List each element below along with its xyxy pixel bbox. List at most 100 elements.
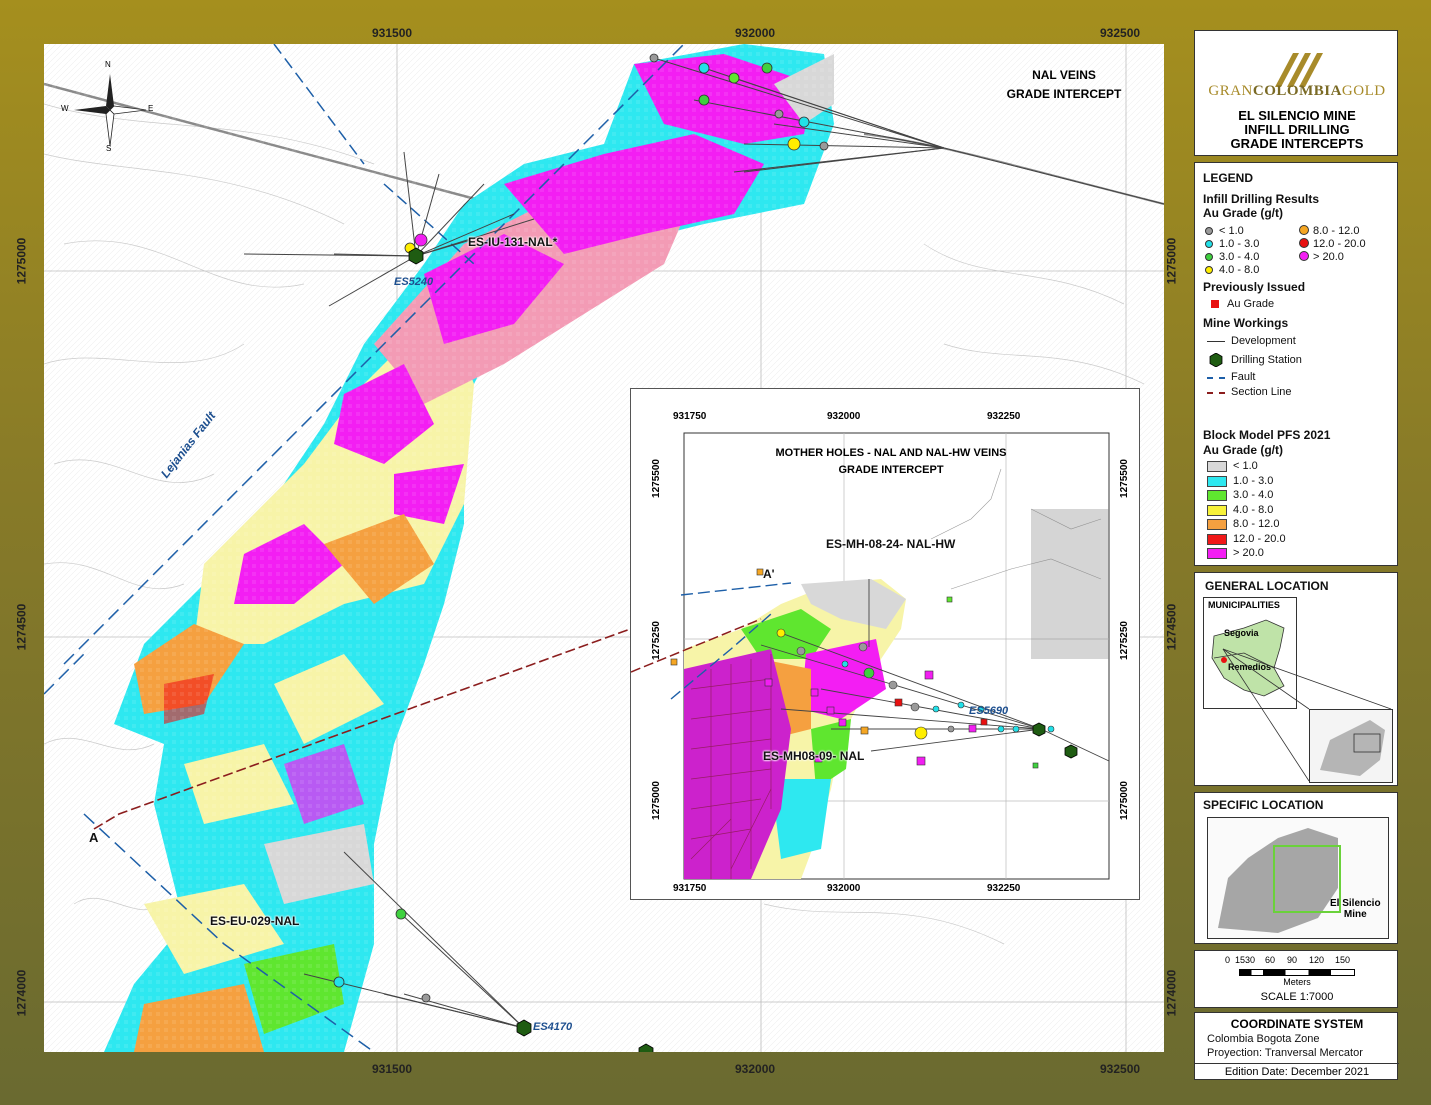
infill-grade-1-icon bbox=[1205, 227, 1213, 235]
scale-tick-120: 120 bbox=[1309, 955, 1325, 965]
block-grade-5-swatch bbox=[1207, 519, 1227, 530]
logo-gran: GRAN bbox=[1208, 83, 1253, 99]
scale-bar bbox=[1239, 969, 1355, 976]
x-tick-top-3: 932500 bbox=[1100, 26, 1141, 40]
scale-tick-60: 60 bbox=[1265, 955, 1276, 965]
locator-lines bbox=[1222, 648, 1392, 782]
block-grade-2-label: 1.0 - 3.0 bbox=[1233, 474, 1274, 487]
hole-label-es-eu-029[interactable]: ES-EU-029-NAL bbox=[210, 914, 300, 928]
y-tick-left-1: 1275000 bbox=[14, 237, 29, 285]
specific-location-panel: SPECIFIC LOCATION El Silencio Mine bbox=[1194, 792, 1398, 944]
infill-grade-2-label: 1.0 - 3.0 bbox=[1219, 238, 1260, 250]
legend-infill-title: Infill Drilling Results bbox=[1203, 192, 1320, 206]
drilling-stations bbox=[408, 247, 654, 1052]
inset-map[interactable]: 931750 932000 932250 931750 932000 93225… bbox=[630, 388, 1140, 900]
el-silencio-line2: Mine bbox=[1343, 909, 1367, 920]
development-line-icon bbox=[1207, 341, 1225, 342]
fault-line-icon bbox=[1207, 377, 1225, 379]
compass-n: N bbox=[105, 60, 111, 69]
inset-y-tick-right-2: 1275250 bbox=[1118, 621, 1130, 660]
specific-location-title: SPECIFIC LOCATION bbox=[1203, 798, 1324, 812]
logo-colombia: COLOMBIA bbox=[1252, 83, 1342, 99]
el-silencio-label: El Silencio Mine bbox=[1330, 898, 1381, 920]
legend-block-sub: Au Grade (g/t) bbox=[1203, 443, 1283, 457]
inset-y-tick-2: 1275250 bbox=[650, 621, 662, 660]
compass-icon bbox=[74, 74, 147, 147]
y-tick-right-3: 1274000 bbox=[1164, 969, 1179, 1017]
station-label-es4170[interactable]: ES4170 bbox=[533, 1021, 573, 1033]
inset-y-tick-right-3: 1275000 bbox=[1118, 781, 1130, 820]
infill-grade-7-icon bbox=[1299, 251, 1309, 261]
inset-section-a-prime: A' bbox=[763, 567, 775, 581]
inset-x-tick-top-3: 932250 bbox=[987, 411, 1021, 422]
report-title-line3: GRADE INTERCEPTS bbox=[1230, 136, 1364, 151]
map-title: NAL VEINS GRADE INTERCEPT bbox=[1004, 66, 1124, 104]
hole-label-es-iu-131[interactable]: ES-IU-131-NAL* bbox=[468, 235, 558, 249]
block-grade-7-label: > 20.0 bbox=[1233, 547, 1264, 559]
legend-mine-title: Mine Workings bbox=[1203, 316, 1289, 330]
x-tick-top-2: 932000 bbox=[735, 26, 776, 40]
scale-tick-0: 0 bbox=[1225, 955, 1231, 965]
legend-panel: LEGEND Infill Drilling Results Au Grade … bbox=[1194, 162, 1398, 566]
compass-s: S bbox=[106, 144, 112, 153]
infill-grade-1-label: < 1.0 bbox=[1219, 225, 1244, 237]
legend-prev-item: Au Grade bbox=[1227, 298, 1275, 310]
inset-x-tick-top-2: 932000 bbox=[827, 411, 861, 422]
logo-gold: GOLD bbox=[1341, 83, 1386, 99]
infill-grade-7-label: > 20.0 bbox=[1313, 251, 1344, 263]
inset-station-label[interactable]: ES5690 bbox=[969, 705, 1009, 717]
coordinate-system-line2: Proyection: Tranversal Mercator bbox=[1207, 1047, 1363, 1059]
y-tick-right-2: 1274500 bbox=[1164, 603, 1179, 651]
block-grade-1-label: < 1.0 bbox=[1233, 460, 1258, 472]
infill-grade-3-label: 3.0 - 4.0 bbox=[1219, 251, 1260, 263]
block-grade-3-swatch bbox=[1207, 490, 1227, 501]
drill-intercepts bbox=[333, 53, 829, 1003]
inset-x-tick-bottom-3: 932250 bbox=[987, 883, 1021, 894]
legend-fault: Fault bbox=[1231, 371, 1256, 383]
prev-au-grade-icon bbox=[1211, 300, 1219, 308]
report-title-line1: EL SILENCIO MINE bbox=[1238, 108, 1356, 123]
scale-tick-90: 90 bbox=[1287, 955, 1298, 965]
scale-label: SCALE 1:7000 bbox=[1260, 991, 1334, 1003]
inset-y-tick-right-1: 1275500 bbox=[1118, 459, 1130, 498]
x-tick-bottom-1: 931500 bbox=[372, 1062, 413, 1076]
y-tick-left-2: 1274500 bbox=[14, 603, 29, 651]
x-tick-bottom-3: 932500 bbox=[1100, 1062, 1141, 1076]
scale-unit: Meters bbox=[1283, 977, 1311, 987]
section-label-a: A bbox=[89, 830, 99, 845]
block-grade-3-label: 3.0 - 4.0 bbox=[1233, 489, 1274, 501]
infill-grade-6-label: 12.0 - 20.0 bbox=[1313, 238, 1366, 250]
detail-topo bbox=[1320, 720, 1385, 776]
main-map[interactable]: N E S W NAL VEINS GRADE INTERCEPT ES-IU-… bbox=[44, 44, 1164, 1052]
specific-location-topo bbox=[1218, 828, 1341, 933]
block-grade-1-swatch bbox=[1207, 461, 1227, 472]
block-grade-6-swatch bbox=[1207, 533, 1227, 545]
legend-prev-title: Previously Issued bbox=[1203, 280, 1306, 294]
legend-block-title: Block Model PFS 2021 bbox=[1203, 428, 1331, 442]
inset-hole-label-2[interactable]: ES-MH08-09- NAL bbox=[763, 749, 865, 763]
coordinate-system-title: COORDINATE SYSTEM bbox=[1230, 1017, 1364, 1031]
section-line-icon bbox=[1207, 392, 1225, 394]
legend-title: LEGEND bbox=[1203, 171, 1254, 185]
general-location-title: GENERAL LOCATION bbox=[1205, 579, 1329, 593]
compass-e: E bbox=[148, 104, 154, 113]
inset-map-canvas bbox=[630, 432, 1110, 880]
fault-line bbox=[83, 813, 375, 1052]
fault-line bbox=[63, 44, 685, 665]
municipalities-title: MUNICIPALITIES bbox=[1208, 600, 1280, 610]
legend-drilling-station: Drilling Station bbox=[1231, 354, 1302, 366]
scale-tick-15: 15 bbox=[1235, 955, 1246, 965]
inset-title-line2: GRADE INTERCEPT bbox=[838, 464, 944, 476]
coordinate-system-panel: COORDINATE SYSTEM Colombia Bogota Zone P… bbox=[1194, 1012, 1399, 1080]
station-label-es5240[interactable]: ES5240 bbox=[394, 276, 434, 288]
scale-tick-30: 30 bbox=[1245, 955, 1256, 965]
infill-grade-6-icon bbox=[1299, 238, 1309, 248]
infill-grade-5-label: 8.0 - 12.0 bbox=[1313, 225, 1360, 237]
remedios-label: Remedios bbox=[1228, 662, 1272, 672]
scale-ticks: 0 15 30 60 90 120 150 bbox=[1225, 955, 1375, 967]
block-grade-5-label: 8.0 - 12.0 bbox=[1233, 518, 1280, 530]
inset-hole-label-1[interactable]: ES-MH-08-24- NAL-HW bbox=[826, 537, 956, 551]
drilling-station-icon bbox=[1209, 353, 1223, 367]
specific-location-map[interactable]: El Silencio Mine bbox=[1207, 817, 1389, 939]
drill-traces-ne bbox=[653, 57, 1164, 205]
